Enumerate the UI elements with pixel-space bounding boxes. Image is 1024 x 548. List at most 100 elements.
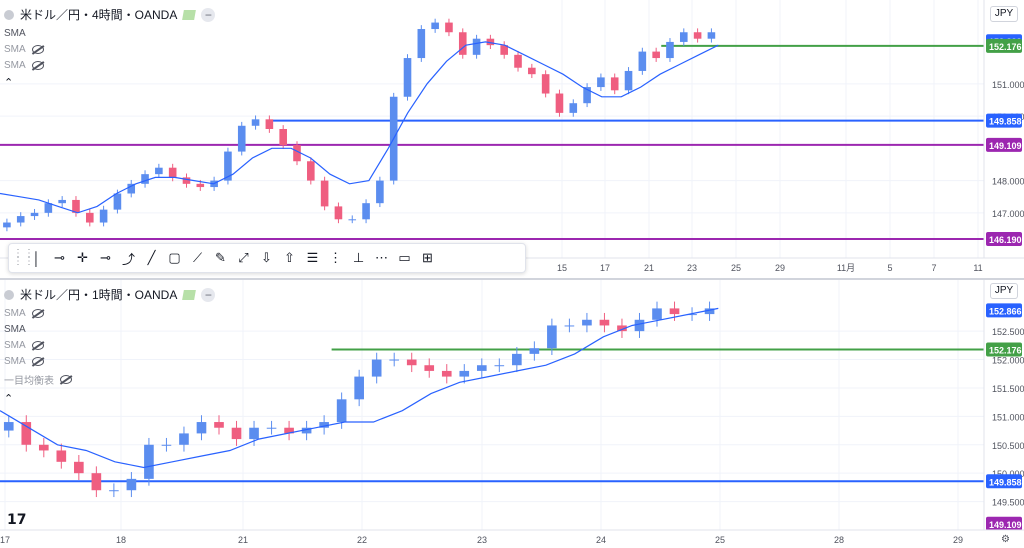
y-tick-label: 152.500 [992, 327, 1024, 337]
top-legend: 米ドル／円・4時間・OANDA − SMA SMA SMA ⌃ [4, 6, 216, 89]
tradingview-logo[interactable]: 17 [7, 512, 27, 528]
settings-icon[interactable]: ⚙ [1001, 534, 1010, 545]
comment-icon[interactable]: ▭ [398, 250, 411, 265]
candle-body [389, 359, 400, 361]
symbol-logo-icon [4, 289, 14, 300]
y-tick-label: 150.000 [992, 469, 1024, 479]
candle-body [704, 308, 715, 315]
drag-handle-icon[interactable]: ⋮⋮ ⋮⋮ [13, 248, 35, 267]
date-range-icon[interactable]: ⊥ [352, 250, 365, 265]
bottom-title-text: 米ドル／円・1時間・OANDA [20, 288, 178, 302]
candle-body [472, 38, 481, 55]
arrow-up-icon[interactable]: ⇧ [284, 250, 295, 265]
bottom-indicator-sma-1[interactable]: SMA [4, 308, 215, 319]
candle-body [403, 58, 412, 97]
candle-body [113, 193, 122, 210]
candle-body [354, 376, 364, 400]
chevron-up-icon[interactable]: ⌃ [4, 393, 14, 405]
chevron-up-icon[interactable]: ⌃ [4, 77, 14, 89]
hidden-eye-icon[interactable] [31, 357, 44, 366]
x-tick-label: 17 [600, 263, 610, 273]
info-line-icon[interactable]: ⟋ [192, 250, 203, 265]
candle-body [279, 129, 287, 146]
top-indicator-sma-1[interactable]: SMA [4, 28, 26, 39]
hidden-eye-icon[interactable] [31, 309, 44, 318]
horizontal-line-icon[interactable]: ⊸ [100, 250, 111, 265]
price-label: 149.858 [989, 117, 1022, 127]
y-tick-label: 151.000 [992, 80, 1024, 90]
plot-background [0, 280, 984, 530]
top-indicator-sma-2[interactable]: SMA [4, 44, 215, 55]
candle-body [500, 45, 509, 55]
crosshair-icon[interactable]: ✛ [77, 250, 88, 265]
candle-body [196, 183, 205, 188]
rectangle-icon[interactable]: ▢ [168, 250, 181, 265]
hidden-eye-icon[interactable] [31, 45, 44, 54]
hidden-eye-icon[interactable] [31, 341, 44, 350]
candle-body [301, 427, 312, 434]
bottom-indicator-sma-3[interactable]: SMA [4, 340, 215, 351]
x-tick-label: 11月 [837, 263, 855, 273]
bottom-indicator-sma-2[interactable]: SMA [4, 324, 26, 335]
candle-body [638, 51, 647, 71]
x-tick-label: 22 [357, 535, 367, 545]
candle-body [265, 119, 274, 129]
candle-body [251, 119, 260, 126]
bottom-symbol-title[interactable]: 米ドル／円・1時間・OANDA − [4, 286, 216, 303]
collapse-icon[interactable]: − [201, 287, 216, 302]
y-tick-label: 149.500 [992, 498, 1024, 508]
candle-body [74, 461, 84, 474]
x-tick-label: 29 [953, 535, 963, 545]
x-tick-label: 25 [715, 535, 725, 545]
candle-body [38, 444, 49, 451]
arrow-down-icon[interactable]: ⇩ [261, 250, 272, 265]
parallel-channel-icon[interactable]: ⋮ [329, 250, 342, 265]
hidden-eye-icon[interactable] [31, 61, 44, 70]
candle-body [307, 161, 315, 181]
candle-body [144, 444, 154, 479]
y-tick-label: 151.500 [992, 384, 1024, 394]
candle-body [293, 145, 301, 162]
market-status-icon [182, 9, 197, 20]
candle-body [266, 427, 277, 429]
candle-body [182, 177, 191, 184]
candle-body [583, 87, 591, 104]
price-label-box [986, 137, 1022, 152]
candle-body [371, 359, 382, 377]
top-indicator-sma-3[interactable]: SMA [4, 60, 215, 71]
y-tick-label: 152.000 [992, 356, 1024, 366]
horizontal-ray-icon[interactable]: ⊸ [54, 250, 65, 265]
top-symbol-title[interactable]: 米ドル／円・4時間・OANDA − [4, 6, 216, 23]
fib-retracement-icon[interactable]: ☰ [306, 250, 319, 265]
brush-icon[interactable]: ✎ [215, 250, 226, 265]
candle-body [547, 325, 557, 349]
price-label: 149.858 [989, 477, 1022, 487]
path-icon[interactable]: ⤴ [121, 251, 135, 267]
hidden-eye-icon[interactable] [60, 375, 72, 384]
candle-body [72, 199, 80, 213]
bottom-currency-badge[interactable]: JPY [990, 283, 1018, 299]
vertical-line-icon[interactable]: │ [32, 250, 41, 266]
bottom-indicator-ichimoku[interactable]: 一目均衡表 [4, 372, 215, 387]
top-title-text: 米ドル／円・4時間・OANDA [20, 8, 178, 22]
candle-body [161, 444, 172, 446]
candle-body [458, 32, 467, 55]
sma-line [0, 41, 719, 214]
price-range-icon[interactable]: ⋯ [375, 250, 388, 265]
candle-body [610, 77, 619, 91]
candle-body [512, 353, 522, 366]
zoom-region-icon[interactable]: ⊞ [422, 250, 433, 265]
candle-body [669, 308, 680, 315]
candle-body [528, 67, 536, 75]
trend-line-icon[interactable]: ╱ [147, 250, 156, 265]
collapse-icon[interactable]: − [201, 7, 216, 22]
candle-body [179, 433, 189, 445]
candle-body [424, 365, 435, 371]
bottom-indicator-sma-4[interactable]: SMA [4, 356, 215, 367]
y-tick-label: 150.500 [992, 441, 1024, 451]
top-currency-badge[interactable]: JPY [990, 6, 1018, 22]
candle-body [336, 399, 347, 423]
price-label-box [986, 516, 1022, 531]
extended-line-icon[interactable]: ⤢ [238, 250, 249, 265]
